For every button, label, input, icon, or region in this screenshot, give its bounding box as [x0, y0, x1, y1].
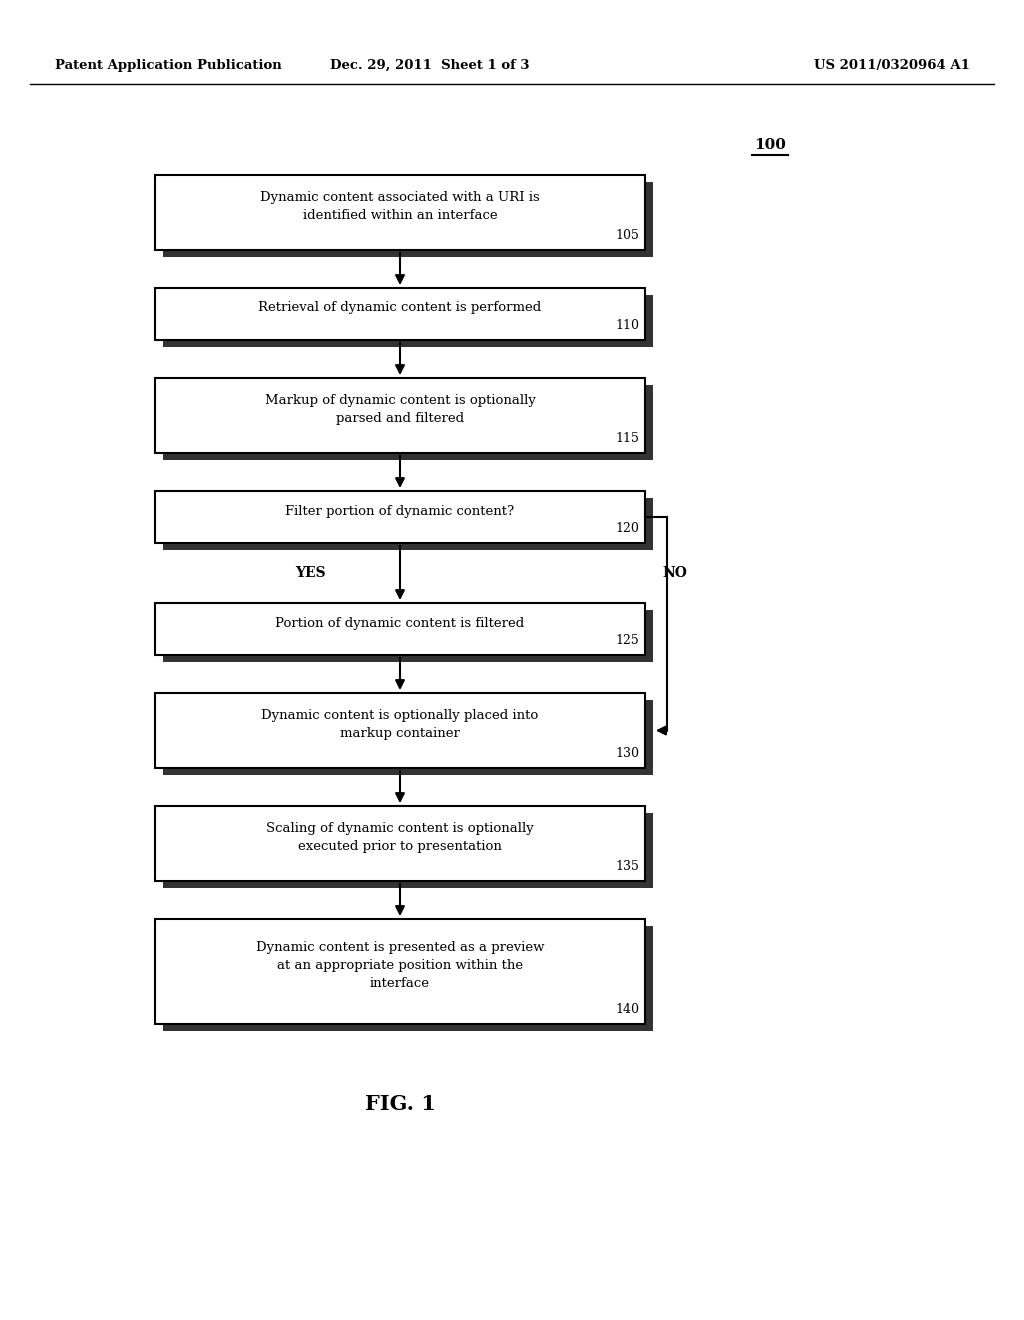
- Text: 140: 140: [615, 1003, 639, 1016]
- Text: Markup of dynamic content is optionally
parsed and filtered: Markup of dynamic content is optionally …: [264, 393, 536, 425]
- Bar: [163, 610, 653, 663]
- Text: FIG. 1: FIG. 1: [365, 1094, 435, 1114]
- Text: Dynamic content associated with a URI is
identified within an interface: Dynamic content associated with a URI is…: [260, 191, 540, 222]
- Text: Dynamic content is presented as a preview
at an appropriate position within the
: Dynamic content is presented as a previe…: [256, 941, 544, 990]
- Bar: [163, 498, 653, 550]
- Text: 135: 135: [615, 861, 639, 873]
- Bar: [155, 378, 645, 453]
- Bar: [163, 813, 653, 888]
- Bar: [155, 807, 645, 880]
- Text: Scaling of dynamic content is optionally
executed prior to presentation: Scaling of dynamic content is optionally…: [266, 822, 534, 853]
- Text: Portion of dynamic content is filtered: Portion of dynamic content is filtered: [275, 616, 524, 630]
- Text: 110: 110: [615, 319, 639, 333]
- Text: 100: 100: [754, 139, 786, 152]
- Text: 105: 105: [615, 228, 639, 242]
- Text: Retrieval of dynamic content is performed: Retrieval of dynamic content is performe…: [258, 301, 542, 314]
- Text: Filter portion of dynamic content?: Filter portion of dynamic content?: [286, 504, 515, 517]
- Text: Dec. 29, 2011  Sheet 1 of 3: Dec. 29, 2011 Sheet 1 of 3: [331, 58, 529, 71]
- Bar: [163, 294, 653, 347]
- Text: Patent Application Publication: Patent Application Publication: [55, 58, 282, 71]
- Text: YES: YES: [295, 566, 326, 579]
- Text: 120: 120: [615, 521, 639, 535]
- Bar: [155, 693, 645, 768]
- Bar: [163, 385, 653, 459]
- Text: 115: 115: [615, 432, 639, 445]
- Text: Dynamic content is optionally placed into
markup container: Dynamic content is optionally placed int…: [261, 709, 539, 741]
- Bar: [155, 491, 645, 543]
- Bar: [155, 603, 645, 655]
- Text: US 2011/0320964 A1: US 2011/0320964 A1: [814, 58, 970, 71]
- Text: 130: 130: [615, 747, 639, 760]
- Bar: [163, 182, 653, 257]
- Bar: [155, 176, 645, 249]
- Text: 125: 125: [615, 634, 639, 647]
- Bar: [155, 919, 645, 1024]
- Text: NO: NO: [663, 566, 687, 579]
- Bar: [163, 700, 653, 775]
- Bar: [163, 927, 653, 1031]
- Bar: [155, 288, 645, 341]
